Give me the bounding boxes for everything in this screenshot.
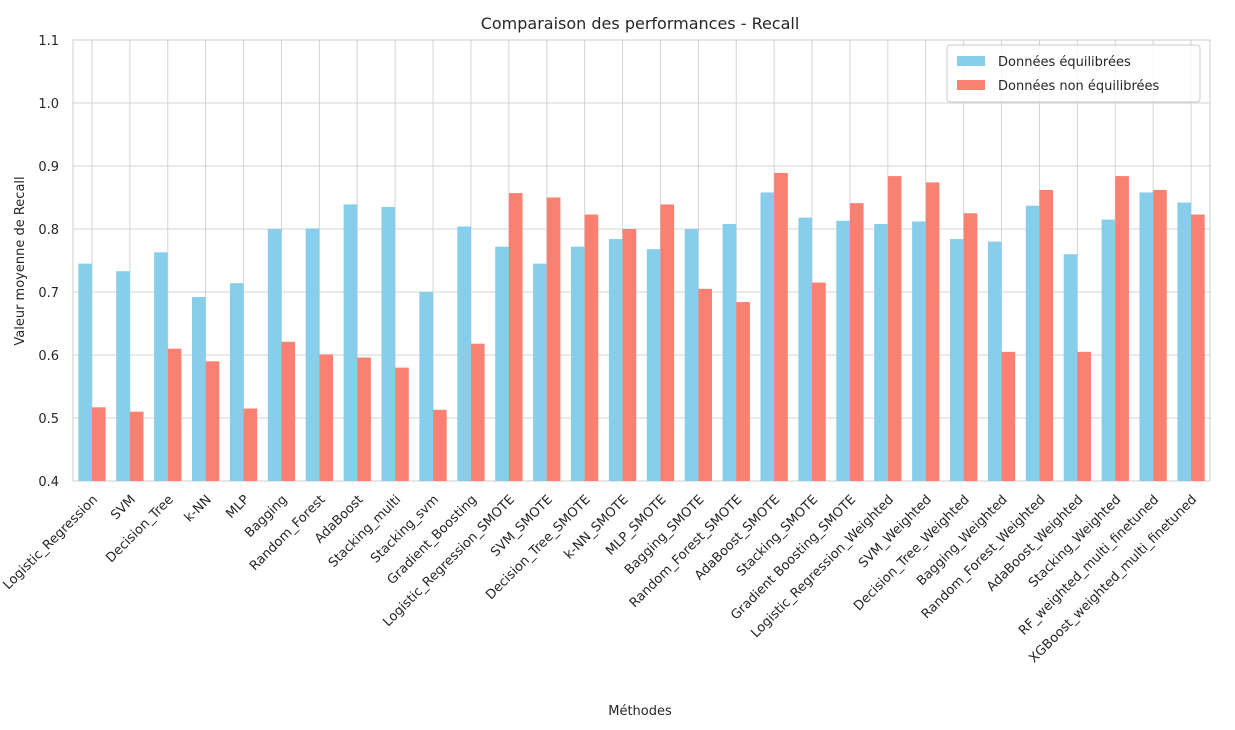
x-axis-label: Méthodes: [608, 704, 672, 719]
y-tick-label: 0.5: [38, 412, 59, 427]
legend: Données équilibrées Données non équilibr…: [946, 44, 1201, 103]
bar-unbalanced: [243, 408, 258, 481]
bar-balanced: [229, 283, 244, 481]
bar-balanced: [874, 223, 888, 481]
y-tick-label: 0.7: [38, 286, 59, 301]
y-tick-label: 0.9: [38, 160, 59, 175]
plot-frame: [72, 39, 1211, 482]
bar-balanced: [1025, 205, 1040, 481]
bar-balanced: [798, 217, 813, 481]
bar-balanced: [419, 292, 434, 481]
bar-balanced: [571, 246, 585, 481]
y-tick-label: 1.1: [38, 34, 59, 49]
bar-unbalanced: [91, 407, 106, 481]
bar-unbalanced: [887, 176, 902, 481]
bar-balanced: [760, 192, 775, 481]
bar-unbalanced: [1191, 214, 1205, 481]
bar-balanced: [192, 297, 206, 481]
y-tick-label: 0.6: [38, 349, 59, 364]
bar-balanced: [1139, 192, 1154, 481]
bar-unbalanced: [1153, 189, 1167, 481]
bar-unbalanced: [698, 288, 712, 481]
bar-unbalanced: [357, 357, 371, 481]
bar-balanced: [116, 271, 130, 481]
bar-unbalanced: [584, 214, 599, 481]
bar-balanced: [722, 223, 737, 481]
bar-unbalanced: [167, 348, 182, 481]
bar-unbalanced: [546, 197, 561, 481]
bar-unbalanced: [812, 282, 826, 481]
bar-unbalanced: [774, 172, 788, 481]
bar-balanced: [305, 228, 320, 481]
bar-balanced: [912, 221, 926, 481]
y-tick-label: 1.0: [38, 97, 59, 112]
y-axis-label: Valeur moyenne de Recall: [13, 176, 28, 345]
bar-balanced: [1063, 254, 1078, 481]
bar-balanced: [154, 252, 168, 481]
y-tick-labels: 0.4 0.5 0.6 0.7 0.8 0.9 1.0 1.1: [38, 34, 59, 490]
bar-unbalanced: [129, 411, 144, 481]
chart-title: Comparaison des performances - Recall: [481, 14, 800, 33]
bar-balanced: [646, 249, 661, 481]
bar-balanced: [78, 263, 92, 481]
bar-unbalanced: [849, 203, 864, 482]
legend-swatch-balanced: [957, 56, 985, 66]
bar-unbalanced: [1001, 351, 1016, 481]
bar-balanced: [987, 241, 1002, 481]
bar-balanced: [381, 206, 396, 481]
legend-label-unbalanced: Données non équilibrées: [998, 79, 1160, 94]
bar-balanced: [684, 229, 699, 481]
y-tick-label: 0.4: [38, 475, 59, 490]
bar-unbalanced: [736, 302, 750, 481]
bar-balanced: [495, 246, 509, 481]
bar-unbalanced: [660, 204, 675, 481]
bar-unbalanced: [281, 341, 296, 481]
bar-unbalanced: [508, 193, 523, 481]
legend-swatch-unbalanced: [957, 80, 985, 90]
bar-balanced: [267, 229, 282, 481]
bar-unbalanced: [319, 354, 333, 481]
legend-frame: [946, 44, 1201, 103]
bar-balanced: [533, 263, 547, 481]
bar-unbalanced: [622, 229, 637, 481]
bar-balanced: [1177, 202, 1192, 482]
bar-balanced: [950, 239, 964, 481]
bar-unbalanced: [1115, 176, 1129, 481]
bar-unbalanced: [925, 182, 940, 481]
bar-balanced: [1101, 219, 1116, 482]
bar-balanced: [457, 226, 471, 481]
y-tick-label: 0.8: [38, 223, 59, 238]
bar-unbalanced: [470, 343, 485, 481]
bar-unbalanced: [963, 213, 978, 481]
bar-balanced: [608, 239, 623, 481]
bar-unbalanced: [1077, 351, 1091, 481]
bar-balanced: [836, 220, 850, 481]
bar-unbalanced: [1039, 189, 1054, 481]
bars: [78, 172, 1205, 482]
bar-balanced: [343, 204, 358, 481]
legend-label-balanced: Données équilibrées: [998, 55, 1131, 70]
bar-unbalanced: [205, 361, 220, 481]
bar-unbalanced: [433, 409, 447, 481]
bar-unbalanced: [395, 367, 409, 481]
